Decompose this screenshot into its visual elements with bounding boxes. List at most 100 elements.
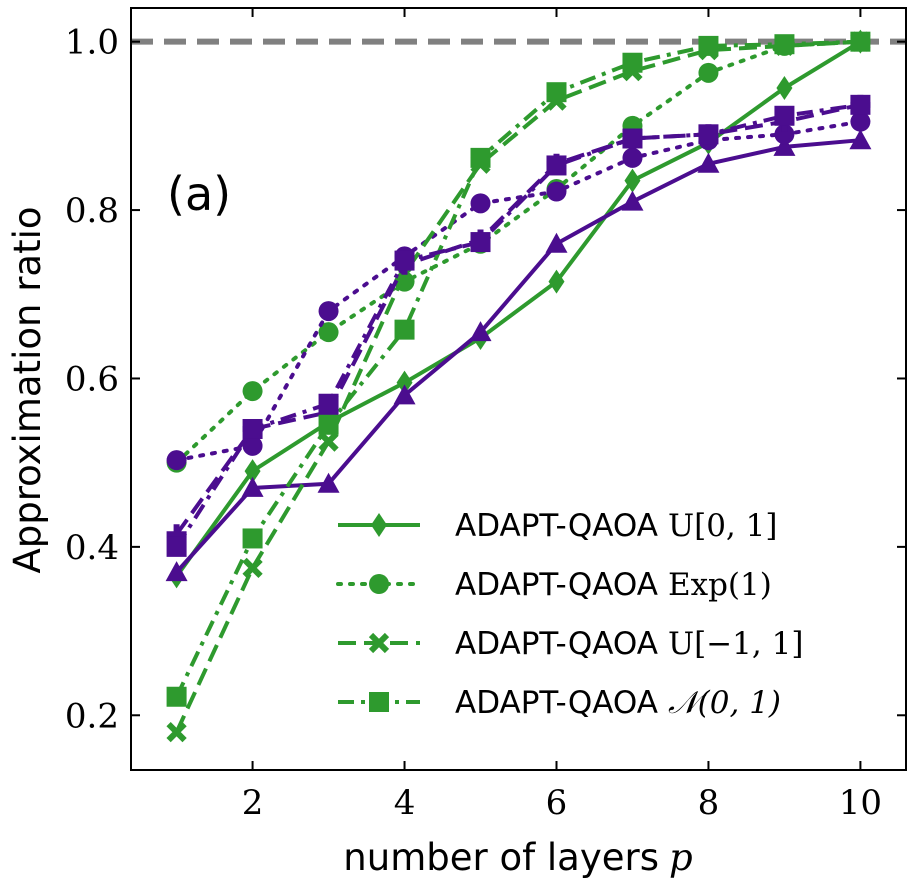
- x-tick-label-1: 4: [394, 783, 416, 823]
- series-layer: [165, 29, 872, 743]
- legend-entry-1: ADAPT-QAOA Exp(1): [336, 567, 772, 603]
- x-axis-title-symbol: p: [669, 836, 693, 879]
- series-5: [166, 94, 871, 545]
- series-0-point-5: [548, 269, 565, 294]
- series-7-point-1: [242, 418, 263, 439]
- legend-entry-0-marker: [371, 513, 387, 537]
- legend-entry-1-suffix: Exp(1): [668, 567, 772, 603]
- series-6-point-1: [242, 528, 263, 549]
- series-1-point-1: [241, 476, 264, 497]
- series-1-point-2: [317, 472, 340, 493]
- legend-entry-2-label: ADAPT-QAOA U[−1, 1]: [455, 626, 803, 662]
- series-7-point-2: [318, 393, 339, 414]
- legend-entry-1-prefix: ADAPT-QAOA: [455, 567, 658, 603]
- legend-entry-2-prefix: ADAPT-QAOA: [455, 626, 658, 662]
- x-tick-label-3: 8: [698, 783, 720, 823]
- series-7-point-0: [166, 536, 187, 557]
- y-tick-label-3: 0.8: [65, 191, 119, 231]
- legend-entry-0-suffix: U[0, 1]: [668, 508, 777, 544]
- series-3-point-1: [242, 435, 263, 456]
- series-1-point-3: [393, 384, 416, 405]
- series-1-point-4: [469, 321, 492, 342]
- series-6-point-6: [622, 52, 643, 73]
- series-4-line: [174, 39, 861, 733]
- series-6-point-3: [394, 319, 415, 340]
- x-axis-title-text: number of layers: [343, 836, 659, 879]
- series-6-point-2: [318, 414, 339, 435]
- series-3: [166, 111, 871, 471]
- series-1-point-6: [621, 190, 644, 211]
- series-4-point-1: [242, 557, 263, 579]
- series-3-point-8: [774, 124, 795, 145]
- series-3-line: [174, 119, 863, 463]
- series-1-point-8: [773, 135, 796, 156]
- series-2: [166, 31, 871, 473]
- legend-entry-1-marker: [369, 574, 389, 594]
- series-3-point-5: [546, 181, 567, 202]
- series-6-point-8: [774, 34, 795, 55]
- series-7-point-4: [470, 232, 491, 253]
- y-tick-label-1: 0.4: [65, 528, 119, 568]
- legend-entry-0: ADAPT-QAOA U[0, 1]: [338, 508, 777, 544]
- series-7-line: [174, 102, 861, 548]
- series-7-point-3: [394, 250, 415, 271]
- legend-entry-1-label: ADAPT-QAOA Exp(1): [455, 567, 772, 603]
- legend-entry-3-label: ADAPT-QAOA 𝒩(0, 1): [455, 685, 781, 721]
- legend-entry-3-suffix: 𝒩(0, 1): [668, 685, 781, 721]
- series-1-point-9: [849, 129, 872, 150]
- x-tick-label-0: 2: [242, 783, 264, 823]
- y-tick-label-2: 0.6: [65, 359, 119, 399]
- series-4-point-0: [166, 721, 187, 743]
- series-0-point-3: [396, 370, 413, 395]
- legend-entry-3-prefix: ADAPT-QAOA: [455, 685, 658, 721]
- legend: ADAPT-QAOA U[0, 1]ADAPT-QAOA Exp(1)ADAPT-Q…: [336, 508, 803, 721]
- series-6-point-5: [546, 82, 567, 103]
- series-7: [166, 94, 871, 557]
- y-tick-label-4: 1.0: [65, 23, 119, 63]
- series-6: [166, 31, 871, 707]
- legend-entry-3: ADAPT-QAOA 𝒩(0, 1): [338, 685, 781, 721]
- series-0-point-6: [624, 168, 641, 193]
- legend-entry-3-marker: [369, 692, 389, 712]
- x-tick-label-2: 6: [546, 783, 568, 823]
- series-1-point-7: [697, 152, 720, 173]
- series-7-point-9: [850, 94, 871, 115]
- x-axis-title: number of layers p: [343, 836, 692, 879]
- series-2-point-1: [242, 381, 263, 402]
- series-7-point-8: [774, 105, 795, 126]
- series-7-point-7: [698, 124, 719, 145]
- series-6-point-9: [850, 31, 871, 52]
- series-6-point-0: [166, 686, 187, 707]
- panel-label: (a): [167, 167, 231, 221]
- series-2-line: [174, 39, 863, 465]
- series-3-point-6: [622, 147, 643, 168]
- legend-entry-2-marker: [368, 632, 390, 654]
- series-1-point-5: [545, 232, 568, 253]
- series-2-point-7: [698, 62, 719, 83]
- series-6-line: [174, 39, 861, 698]
- series-1-point-0: [165, 561, 188, 582]
- series-7-point-6: [622, 128, 643, 149]
- series-7-point-5: [546, 155, 567, 176]
- y-tick-label-0: 0.2: [65, 696, 119, 736]
- legend-entry-2: ADAPT-QAOA U[−1, 1]: [338, 626, 803, 662]
- series-3-point-2: [318, 301, 339, 322]
- legend-entry-0-prefix: ADAPT-QAOA: [455, 508, 658, 544]
- series-3-point-9: [850, 111, 871, 132]
- x-tick-label-4: 10: [839, 783, 882, 823]
- series-3-point-4: [470, 193, 491, 214]
- series-0-point-1: [244, 459, 261, 484]
- series-5-line: [174, 102, 861, 536]
- legend-entry-2-suffix: U[−1, 1]: [668, 626, 803, 662]
- series-6-point-7: [698, 35, 719, 56]
- series-1-line: [175, 138, 861, 574]
- series-0-point-8: [776, 75, 793, 100]
- y-axis-title: Approximation ratio: [6, 206, 49, 573]
- tick-layer: 2 4 6 8 10 0.2 0.4 0.6 0.8 1.0: [65, 8, 906, 823]
- series-0-line: [174, 39, 862, 578]
- series-6-point-4: [470, 147, 491, 168]
- plot-frame: [130, 7, 907, 771]
- series-2-point-2: [318, 322, 339, 343]
- series-3-point-0: [166, 450, 187, 471]
